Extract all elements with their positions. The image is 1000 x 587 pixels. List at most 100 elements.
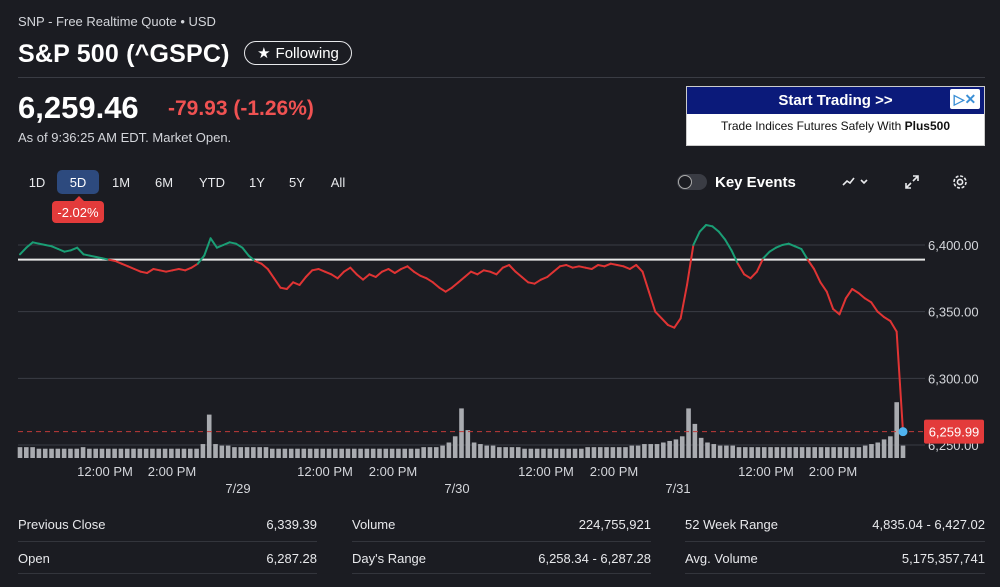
stat-value: 6,287.28 [266,551,317,566]
volume-bar [850,447,855,458]
day-label: 7/29 [225,481,250,496]
price-line-segment [698,224,708,233]
volume-bar [433,447,439,458]
expand-icon[interactable] [902,172,922,192]
ad-cta-button[interactable]: Start Trading >> [687,87,984,114]
volume-bar [326,448,332,458]
price-line-segment [69,246,79,252]
volume-bar [616,447,622,458]
price-line-segment [126,265,136,270]
volume-bar [87,448,92,458]
ad-text: Trade Indices Futures Safely With Plus50… [720,119,950,133]
chart-type-icon[interactable] [838,172,872,192]
settings-icon[interactable] [950,172,970,192]
volume-bar [351,448,357,458]
volume-bar [831,447,836,458]
advertisement[interactable]: Start Trading >> ▷✕ Trade Indices Future… [686,86,985,146]
volume-bar [320,448,326,458]
volume-bar [17,447,23,458]
range-button-5y[interactable]: 5Y [289,174,305,190]
day-label: 7/30 [444,481,469,496]
price-line-segment [57,248,66,253]
x-tick-label: 2:00 PM [809,464,857,479]
price-line-segment [152,268,161,272]
volume-bar [869,444,874,458]
x-tick-label: 2:00 PM [590,464,638,479]
price-line-segment [730,249,739,265]
range-button-all[interactable]: All [330,174,346,190]
price-line-segment [139,270,149,274]
price-line-segment [838,297,847,316]
adchoices-icon[interactable]: ▷✕ [950,89,980,109]
price-line-segment [76,246,85,256]
stat-label: Previous Close [18,517,106,532]
volume-bar [200,444,206,458]
volume-bar [604,447,609,458]
volume-bar [307,448,313,458]
price-line-segment [762,250,771,260]
price-line-segment [876,310,885,318]
range-button-1m[interactable]: 1M [111,174,131,190]
volume-bar [629,445,635,458]
volume-bar [515,447,521,458]
volume-bar [623,447,628,458]
price-line-segment [381,268,390,273]
price-line-segment [558,264,568,268]
range-button-1y[interactable]: 1Y [249,174,265,190]
price-line-segment [400,265,409,270]
y-tick-label: 6,400.00 [928,238,979,253]
volume-bar [888,436,893,458]
volume-bar [446,442,452,458]
volume-bar [591,447,597,458]
range-button-ytd[interactable]: YTD [199,174,225,190]
price-line-segment [412,270,422,277]
volume-bar [162,448,168,458]
stat-divider [18,573,317,574]
price-line-segment [654,310,663,320]
range-button-5d[interactable]: 5D [57,170,99,194]
volume-bar [642,444,647,458]
volume-bar [383,448,389,458]
volume-bar [99,448,105,458]
volume-bar [648,444,654,458]
price-line-segment [431,281,441,289]
range-button-6m[interactable]: 6M [154,174,174,190]
star-icon: ★ [257,45,271,62]
volume-bar [610,447,616,458]
day-label: 7/31 [665,481,690,496]
price-line-segment [495,266,504,276]
volume-bar [705,442,710,458]
following-button[interactable]: ★ Following [244,41,352,65]
volume-bar [749,447,754,458]
price-line-segment [679,284,689,320]
price-line-segment [489,270,498,276]
volume-bar [339,448,344,458]
range-button-1d[interactable]: 1D [28,174,46,190]
volume-bar [654,444,660,458]
stat-label: Avg. Volume [685,551,758,566]
volume-bar [263,447,269,458]
volume-bar [269,448,275,458]
last-price-point [898,427,908,437]
price-line-segment [184,266,193,272]
volume-bar [396,448,401,458]
price-line-segment [450,281,460,289]
key-events-toggle[interactable] [677,174,707,190]
volume-bar [169,448,174,458]
price-line-segment [50,245,60,250]
price-line-segment [82,253,91,257]
price-line-segment [101,257,110,261]
volume-bar [225,445,231,458]
price-line-segment [355,273,365,281]
price-line-segment [717,230,727,241]
price-line-segment [203,237,212,257]
price-line-segment [825,290,835,310]
price-line-segment [273,277,282,289]
volume-bar [282,448,288,458]
volume-bar [780,447,786,458]
price-line-segment [95,256,104,260]
volume-bar [755,447,761,458]
volume-bar [806,447,811,458]
price-line-segment [584,266,593,270]
volume-bar [415,448,420,458]
